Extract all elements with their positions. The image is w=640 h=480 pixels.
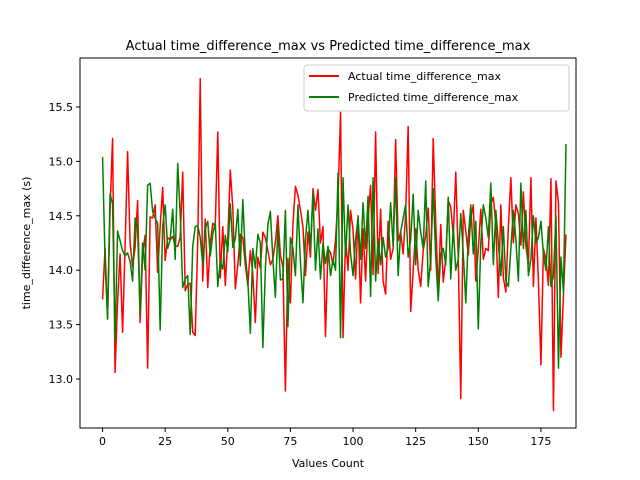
- legend-label-predicted: Predicted time_difference_max: [348, 91, 519, 104]
- x-tick-label: 50: [221, 435, 235, 448]
- y-tick-label: 15.0: [49, 155, 74, 168]
- x-tick-label: 75: [283, 435, 297, 448]
- x-tick-label: 100: [343, 435, 364, 448]
- y-tick-label: 14.0: [49, 264, 74, 277]
- x-tick-label: 175: [530, 435, 551, 448]
- y-axis-label: time_difference_max (s): [20, 177, 33, 310]
- y-tick-label: 15.5: [49, 101, 74, 114]
- x-tick-label: 150: [468, 435, 489, 448]
- y-tick-label: 13.0: [49, 373, 74, 386]
- y-tick-label: 14.5: [49, 210, 74, 223]
- legend: Actual time_difference_max Predicted tim…: [303, 64, 570, 112]
- chart-title: Actual time_difference_max vs Predicted …: [126, 39, 531, 54]
- x-tick-label: 125: [405, 435, 426, 448]
- y-tick-label: 13.5: [49, 319, 74, 332]
- legend-label-actual: Actual time_difference_max: [348, 70, 501, 83]
- plot-frame: [79, 57, 577, 429]
- series-line-0: [101, 77, 567, 412]
- x-tick-label: 0: [99, 435, 106, 448]
- y-axis: 13.0 13.5 14.0 14.5 15.0 15.5: [49, 101, 80, 386]
- x-axis-label: Values Count: [292, 457, 365, 470]
- series-line-1: [101, 143, 567, 369]
- legend-box: [303, 64, 570, 112]
- x-tick-label: 25: [158, 435, 172, 448]
- series-layer: [101, 77, 567, 412]
- x-axis: 0 25 50 75 100 125 150 175: [99, 428, 551, 448]
